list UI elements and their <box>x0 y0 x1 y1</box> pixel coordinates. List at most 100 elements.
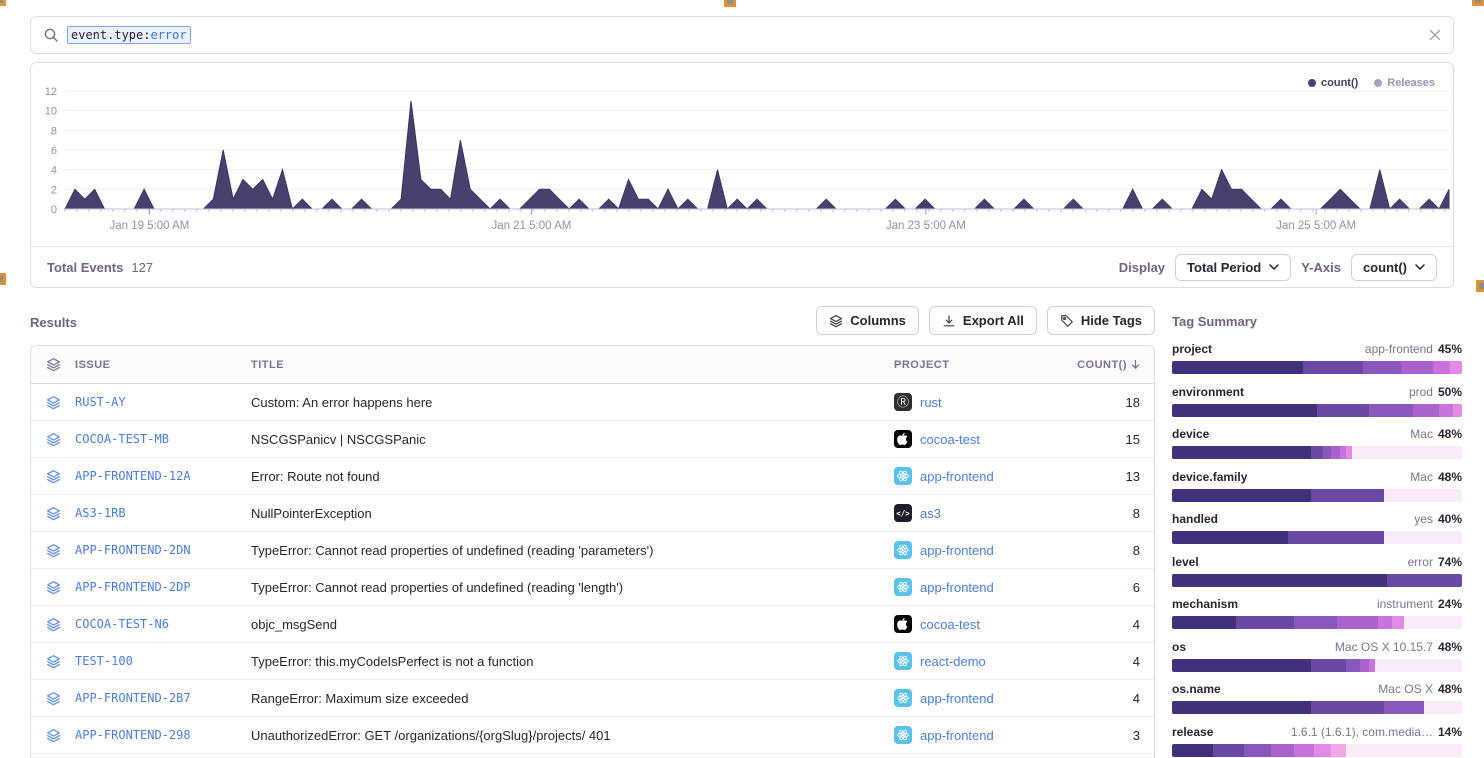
legend-item-count[interactable]: count() <box>1308 77 1358 89</box>
project-link[interactable]: rust <box>920 394 942 410</box>
table-header-row: ISSUE TITLE PROJECT COUNT() <box>31 346 1154 384</box>
count-value: 3 <box>1132 727 1140 743</box>
issue-link[interactable]: RUST-AY <box>75 395 126 409</box>
table-row: APP-FRONTEND-2DP TypeError: Cannot read … <box>31 569 1154 606</box>
hide-tags-button[interactable]: Hide Tags <box>1046 306 1155 335</box>
clear-search-icon[interactable] <box>1429 29 1441 41</box>
project-link[interactable]: cocoa-test <box>920 431 980 447</box>
svg-text:Jan 25 5:00 AM: Jan 25 5:00 AM <box>1276 220 1356 232</box>
tag-distribution-bar[interactable] <box>1172 361 1462 374</box>
columns-button-label: Columns <box>850 313 906 328</box>
issue-stack-icon[interactable] <box>31 580 75 595</box>
tag-distribution-bar[interactable] <box>1172 403 1462 417</box>
issue-stack-icon[interactable] <box>31 395 75 410</box>
svg-text:6: 6 <box>51 145 57 157</box>
yaxis-dropdown[interactable]: count() <box>1350 253 1437 281</box>
tag-item-handled: handled yes 40% <box>1172 512 1462 544</box>
react-platform-icon <box>894 652 912 670</box>
display-dropdown[interactable]: Total Period <box>1175 253 1292 281</box>
tag-distribution-bar[interactable] <box>1172 488 1462 502</box>
project-link[interactable]: app-frontend <box>920 579 994 595</box>
issue-link[interactable]: APP-FRONTEND-2DP <box>75 580 191 594</box>
project-link[interactable]: app-frontend <box>920 727 994 743</box>
project-link[interactable]: react-demo <box>920 653 986 669</box>
search-query-key: event.type: <box>71 28 151 42</box>
issue-link[interactable]: COCOA-TEST-MB <box>75 432 169 446</box>
column-header-title[interactable]: TITLE <box>251 358 285 371</box>
issue-title: NSCGSPanicv | NSCGSPanic <box>251 431 426 447</box>
project-link[interactable]: app-frontend <box>920 542 994 558</box>
annotation-handle-top-center <box>724 0 736 7</box>
tag-distribution-bar[interactable] <box>1172 531 1462 544</box>
chart-legend: count() Releases <box>1308 77 1435 89</box>
tag-item-os-name: os.name Mac OS X 48% <box>1172 682 1462 714</box>
tag-item-mechanism: mechanism instrument 24% <box>1172 597 1462 629</box>
export-all-button-label: Export All <box>962 313 1024 328</box>
search-bar[interactable]: event.type:error <box>30 16 1454 54</box>
issue-link[interactable]: APP-FRONTEND-298 <box>75 728 191 742</box>
tag-distribution-bar[interactable] <box>1172 701 1462 714</box>
tag-top-percent: 45% <box>1437 342 1462 356</box>
svg-text:2: 2 <box>51 184 57 196</box>
count-value: 4 <box>1132 616 1140 632</box>
search-query-token[interactable]: event.type:error <box>67 26 191 44</box>
tag-top-percent: 48% <box>1437 639 1462 654</box>
table-row: APP-FRONTEND-2B7 RangeError: Maximum siz… <box>31 680 1154 717</box>
svg-text:Jan 21 5:00 AM: Jan 21 5:00 AM <box>491 220 571 232</box>
project-link[interactable]: cocoa-test <box>920 616 980 632</box>
tag-distribution-bar[interactable] <box>1172 446 1462 459</box>
count-value: 8 <box>1132 542 1140 558</box>
issue-stack-icon[interactable] <box>31 469 75 484</box>
export-all-button[interactable]: Export All <box>928 306 1037 335</box>
issue-stack-icon[interactable] <box>31 506 75 521</box>
code-platform-icon: </> <box>894 504 912 522</box>
issue-link[interactable]: APP-FRONTEND-2B7 <box>75 691 191 705</box>
tag-item-project: project app-frontend 45% <box>1172 342 1462 374</box>
issue-stack-icon[interactable] <box>31 432 75 447</box>
project-link[interactable]: app-frontend <box>920 468 994 484</box>
react-platform-icon <box>894 726 912 744</box>
tag-distribution-bar[interactable] <box>1172 658 1462 672</box>
count-value: 8 <box>1132 505 1140 521</box>
column-header-count[interactable]: COUNT() <box>1074 359 1154 371</box>
tag-name: level <box>1172 554 1199 569</box>
react-platform-icon <box>894 689 912 707</box>
issue-link[interactable]: APP-FRONTEND-2DN <box>75 543 191 557</box>
tag-summary-title: Tag Summary <box>1172 314 1258 329</box>
columns-button[interactable]: Columns <box>816 306 919 335</box>
issue-stack-icon[interactable] <box>31 691 75 706</box>
issue-link[interactable]: COCOA-TEST-N6 <box>75 617 169 631</box>
tag-distribution-bar[interactable] <box>1172 573 1462 587</box>
issue-stack-icon[interactable] <box>31 728 75 743</box>
tag-name: release <box>1172 724 1214 739</box>
annotation-handle-top-right <box>1472 0 1484 6</box>
project-link[interactable]: as3 <box>920 505 941 521</box>
column-header-project[interactable]: PROJECT <box>894 358 950 371</box>
issue-link[interactable]: TEST-100 <box>75 654 133 668</box>
column-header-issue[interactable]: ISSUE <box>75 358 111 371</box>
react-platform-icon <box>894 467 912 485</box>
project-link[interactable]: app-frontend <box>920 690 994 706</box>
issue-stack-icon[interactable] <box>31 617 75 632</box>
svg-text:4: 4 <box>51 165 57 177</box>
tag-distribution-bar[interactable] <box>1172 743 1462 757</box>
layers-icon <box>46 358 60 372</box>
issue-stack-icon[interactable] <box>31 543 75 558</box>
tag-top-value: error <box>1407 554 1433 569</box>
legend-item-releases[interactable]: Releases <box>1374 77 1435 89</box>
tag-top-value: app-frontend <box>1364 342 1433 356</box>
issue-link[interactable]: AS3-1RB <box>75 506 126 520</box>
layers-icon <box>830 314 843 327</box>
tag-top-value: 1.6.1 (1.6.1), com.media… <box>1290 724 1433 739</box>
issue-stack-icon[interactable] <box>31 654 75 669</box>
table-row: AS3-1RB NullPointerException </> as3 8 <box>31 495 1154 532</box>
tag-top-percent: 24% <box>1437 597 1462 611</box>
search-icon <box>44 28 58 42</box>
events-area-chart[interactable]: 0 2 4 6 8 10 12 Jan 19 5:00 AM Jan 21 5:00 AM Jan… <box>35 81 1455 241</box>
svg-text:12: 12 <box>45 86 57 98</box>
table-row: APP-FRONTEND-2DN TypeError: Cannot read … <box>31 532 1154 569</box>
issue-link[interactable]: APP-FRONTEND-12A <box>75 469 191 483</box>
tag-distribution-bar[interactable] <box>1172 616 1462 629</box>
tag-item-environment: environment prod 50% <box>1172 385 1462 417</box>
